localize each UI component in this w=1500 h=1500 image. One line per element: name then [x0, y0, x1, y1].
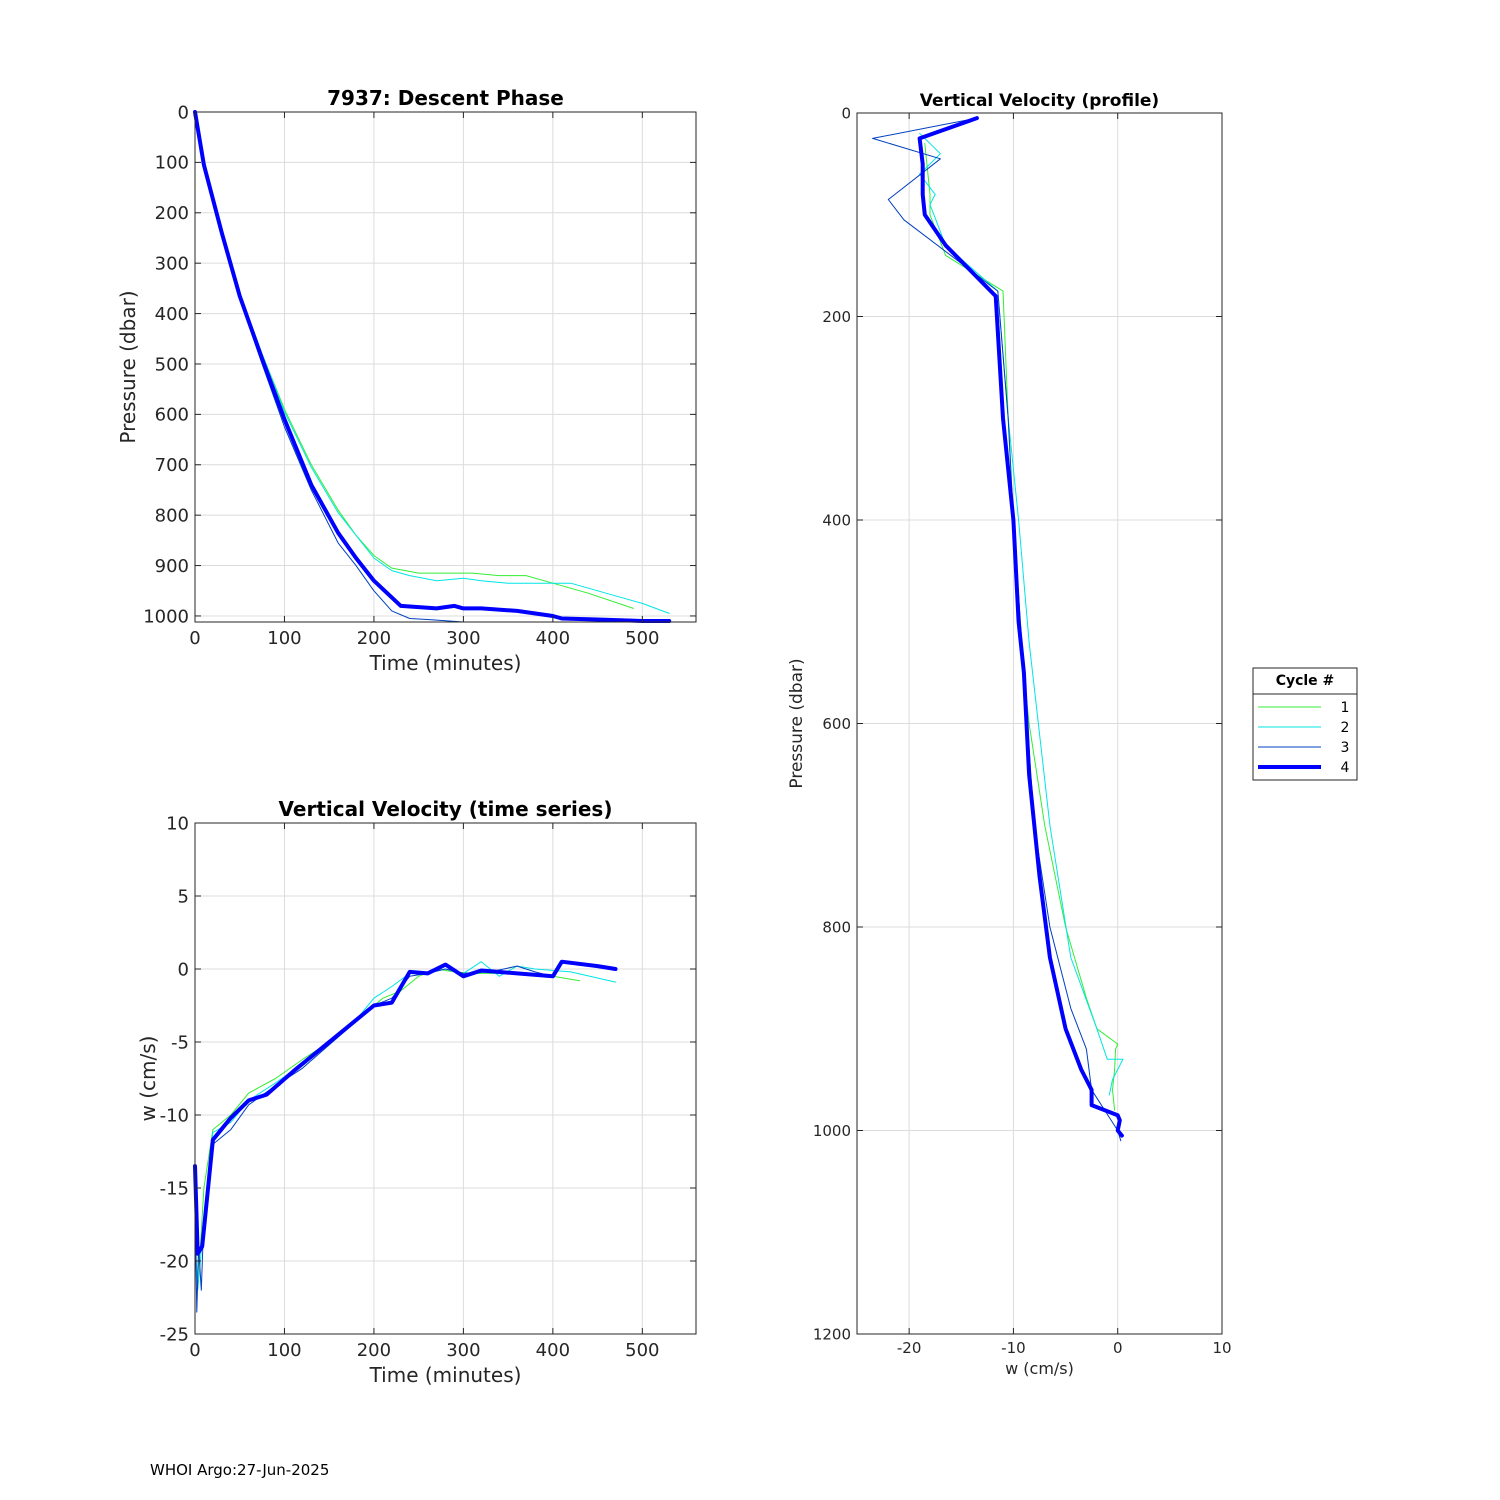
legend-label-cycle-2: 2 — [1341, 720, 1350, 736]
series-line-cycle-2 — [919, 132, 1124, 1096]
y-tick-label: 5 — [178, 886, 189, 907]
legend-title: Cycle # — [1276, 673, 1335, 689]
y-tick-label: 100 — [155, 153, 189, 174]
y-tick-label: 700 — [155, 455, 189, 476]
y-tick-label: 800 — [155, 505, 189, 526]
x-tick-label: 400 — [536, 1340, 570, 1361]
x-tick-label: 300 — [446, 628, 480, 649]
series-line-cycle-4 — [193, 959, 618, 1256]
y-axis-label: w (cm/s) — [136, 1036, 160, 1122]
x-tick-label: -20 — [897, 1339, 922, 1357]
footer-label: WHOI Argo:27-Jun-2025 — [150, 1461, 330, 1479]
plot-area — [195, 823, 696, 1334]
x-tick-label: -10 — [1001, 1339, 1026, 1357]
y-tick-label: 0 — [178, 102, 189, 123]
x-axis-label: Time (minutes) — [369, 1363, 522, 1387]
y-tick-label: 400 — [155, 304, 189, 325]
y-tick-label: 200 — [155, 203, 189, 224]
x-tick-label: 100 — [267, 628, 301, 649]
y-tick-label: 1000 — [813, 1122, 851, 1140]
chart-panel-1: 0 100 200 300 400 500 0 100 200 300 400 500 600 700 80… — [116, 86, 697, 675]
y-tick-label: 1000 — [143, 606, 189, 627]
y-tick-label: -5 — [171, 1032, 189, 1053]
x-tick-label: 500 — [625, 1340, 659, 1361]
legend-label-cycle-3: 3 — [1341, 740, 1350, 756]
y-tick-label: 0 — [178, 959, 189, 980]
series-line-cycle-4 — [917, 116, 1124, 1138]
y-tick-label: 0 — [841, 104, 851, 122]
y-tick-label: 10 — [166, 813, 189, 834]
chart-title: Vertical Velocity (time series) — [279, 797, 613, 821]
x-tick-label: 400 — [536, 628, 570, 649]
y-tick-label: 300 — [155, 253, 189, 274]
y-tick-label: 200 — [822, 308, 851, 326]
x-tick-label: 0 — [189, 1340, 200, 1361]
axes-frame — [194, 822, 697, 1335]
plot-area — [195, 112, 696, 622]
x-axis-label: Time (minutes) — [369, 651, 522, 675]
y-tick-label: -15 — [160, 1178, 189, 1199]
y-tick-label: 600 — [822, 715, 851, 733]
y-tick-label: 400 — [822, 511, 851, 529]
legend-label-cycle-1: 1 — [1341, 700, 1350, 716]
x-tick-label: 10 — [1212, 1339, 1231, 1357]
x-tick-label: 0 — [189, 628, 200, 649]
y-tick-label: -10 — [160, 1105, 189, 1126]
legend-box — [1252, 667, 1358, 781]
y-tick-label: 500 — [155, 354, 189, 375]
series-line-cycle-1 — [924, 143, 1119, 1111]
chart-title: Vertical Velocity (profile) — [920, 91, 1159, 111]
chart-title: 7937: Descent Phase — [327, 86, 564, 110]
x-tick-label: 200 — [357, 628, 391, 649]
x-axis-label: w (cm/s) — [1005, 1359, 1074, 1378]
y-tick-label: -20 — [160, 1251, 189, 1272]
series-line-cycle-4 — [193, 110, 672, 623]
y-tick-label: 1200 — [813, 1325, 851, 1343]
x-tick-label: 0 — [1113, 1339, 1123, 1357]
y-tick-label: 800 — [822, 918, 851, 936]
y-axis-label: Pressure (dbar) — [787, 658, 807, 788]
x-tick-label: 100 — [267, 1340, 301, 1361]
x-tick-label: 200 — [357, 1340, 391, 1361]
y-axis-label: Pressure (dbar) — [116, 290, 140, 443]
y-tick-label: -25 — [160, 1324, 189, 1345]
legend-label-cycle-4: 4 — [1341, 760, 1350, 776]
y-tick-label: 900 — [155, 556, 189, 577]
legend: Cycle # 1 2 3 4 — [1252, 667, 1358, 781]
chart-panel-2: 0 100 200 300 400 500 10 5 0 -5 -10 -15 -20 -25 Vertic… — [136, 797, 697, 1387]
x-tick-label: 500 — [625, 628, 659, 649]
y-tick-label: 600 — [155, 405, 189, 426]
x-tick-label: 300 — [446, 1340, 480, 1361]
axes-frame — [194, 111, 697, 623]
